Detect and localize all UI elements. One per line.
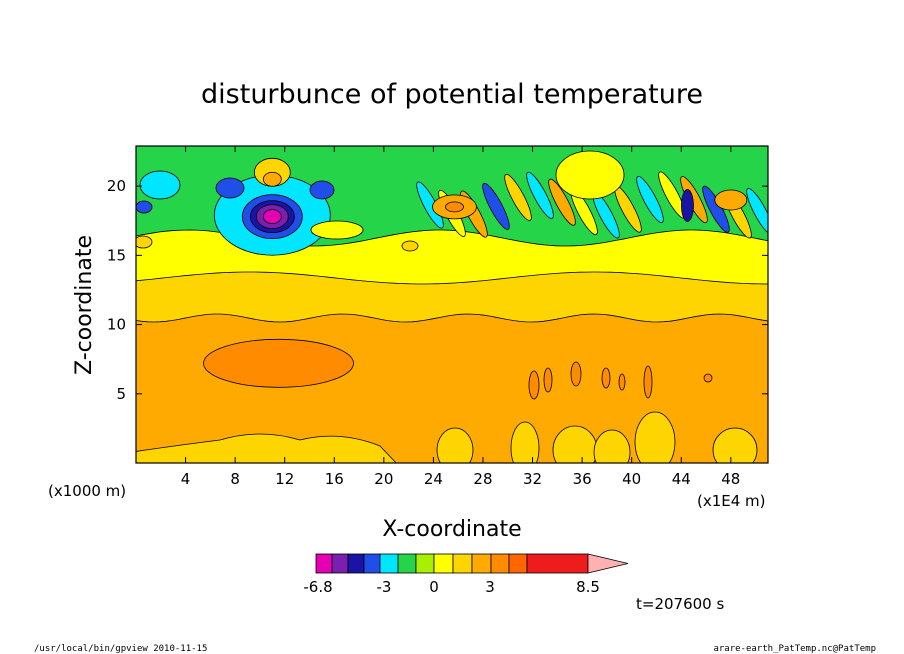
contour-band (136, 200, 153, 214)
contour-band (436, 427, 474, 463)
contour-band (634, 411, 676, 463)
contour-band (309, 180, 335, 200)
contour-band (215, 177, 245, 199)
x-unit-right: (x1E4 m) (697, 492, 766, 510)
warm-core (203, 338, 354, 388)
wave-cell (482, 182, 510, 230)
colorbar-cell (526, 553, 589, 574)
colorbar-cell (471, 553, 492, 574)
wave-cell (746, 187, 768, 236)
contour-band (543, 367, 553, 393)
plot-frame (135, 145, 769, 464)
colorbar-cell (490, 553, 510, 574)
contour-band (618, 373, 626, 391)
contour-band (643, 365, 653, 399)
contour-band (570, 361, 582, 387)
contour-band (703, 373, 713, 383)
time-annotation: t=207600 s (636, 595, 724, 613)
colorbar-tick-label: -3 (377, 578, 392, 596)
contour-band (593, 429, 631, 463)
contour-band (555, 150, 625, 200)
colorbar-cell (452, 553, 473, 574)
colorbar-cell (331, 553, 349, 574)
contour-band (136, 235, 153, 249)
x-tick-label: 8 (230, 470, 240, 488)
contour-band (552, 425, 598, 463)
colorbar-cell (379, 553, 399, 574)
contour-band (681, 189, 694, 222)
colorbar-cell (315, 553, 333, 574)
colorbar-tick-label: -6.8 (303, 578, 332, 596)
y-axis: 5 10 15 20 (107, 177, 768, 403)
footer-left: /usr/local/bin/gpview 2010-11-15 (34, 644, 207, 654)
contour-band (139, 170, 181, 200)
contour-band (510, 421, 540, 463)
wave-cell (504, 173, 532, 221)
y-axis-label: Z-coordinate (72, 235, 97, 375)
x-tick-label: 4 (181, 470, 191, 488)
x-tick-label: 16 (325, 470, 344, 488)
x-tick-label: 36 (573, 470, 592, 488)
contour-band (714, 189, 748, 211)
plot-area (136, 146, 768, 463)
chart-title: disturbunce of potential temperature (201, 79, 703, 110)
x-unit-left: (x1000 m) (48, 482, 126, 500)
contour-band (401, 240, 419, 252)
contour-band (712, 427, 758, 463)
contour-band (601, 367, 611, 389)
y-tick-label: 10 (107, 316, 126, 334)
x-tick-label: 24 (424, 470, 443, 488)
contour-band (445, 201, 464, 213)
x-axis: 4 8 12 16 20 24 28 32 36 40 44 48 (181, 146, 740, 488)
wave-cell (636, 176, 664, 224)
y-tick-label: 20 (107, 177, 126, 195)
x-tick-label: 44 (672, 470, 691, 488)
y-tick-label: 15 (107, 246, 126, 264)
wave-cell (548, 178, 576, 226)
contour-band (136, 433, 397, 463)
colorbar-arrow (587, 553, 629, 574)
x-tick-label: 28 (473, 470, 492, 488)
wave-cell (526, 171, 554, 219)
colorbar-cell (433, 553, 454, 574)
colorbar-cell (347, 553, 365, 574)
colorbar: -6.8 -3 0 3 8.5 (303, 553, 629, 596)
contour-band (310, 220, 364, 240)
footer-right: arare-earth_PatTemp.nc@PatTemp (713, 644, 876, 654)
colorbar-cell (397, 553, 417, 574)
colorbar-tick-label: 0 (429, 578, 439, 596)
colorbar-tick-label: 8.5 (576, 578, 600, 596)
colorbar-cell (508, 553, 528, 574)
x-tick-label: 48 (721, 470, 740, 488)
x-tick-label: 32 (523, 470, 542, 488)
colorbar-tick-label: 3 (485, 578, 495, 596)
x-axis-label: X-coordinate (382, 517, 521, 542)
x-tick-label: 40 (622, 470, 641, 488)
colorbar-cell (363, 553, 381, 574)
contour-band (262, 171, 282, 187)
x-tick-label: 20 (374, 470, 393, 488)
y-tick-label: 5 (116, 385, 126, 403)
contour-band (528, 370, 540, 400)
colorbar-cell (415, 553, 435, 574)
cold-anomaly (262, 209, 282, 224)
x-tick-label: 12 (275, 470, 294, 488)
